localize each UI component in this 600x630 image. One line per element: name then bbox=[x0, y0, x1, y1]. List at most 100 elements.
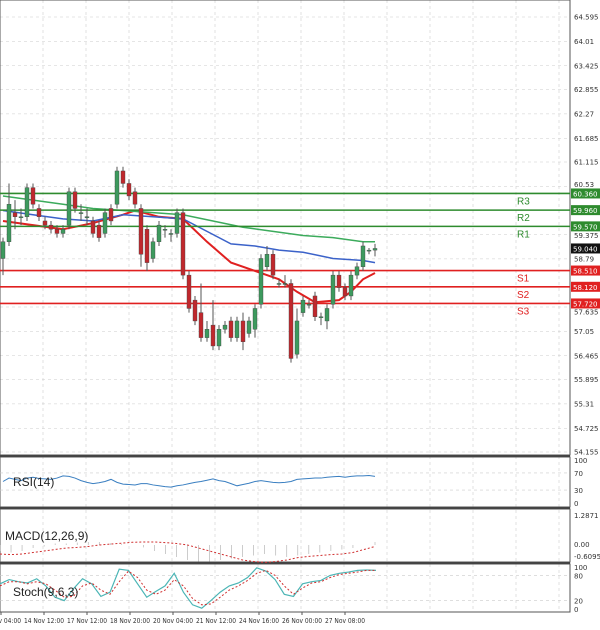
candle-body bbox=[162, 229, 168, 231]
candle-body bbox=[72, 191, 78, 209]
candle-body bbox=[234, 320, 240, 338]
time-label: 18 Nov 20:00 bbox=[110, 617, 150, 625]
macd-tick-label: 1.2871 bbox=[574, 512, 599, 520]
candle-body bbox=[264, 254, 270, 267]
price-tick-label: 62.855 bbox=[574, 86, 599, 94]
candle-body bbox=[342, 287, 348, 297]
rsi-label: RSI(14) bbox=[13, 475, 54, 489]
candle-body bbox=[48, 224, 54, 230]
stoch-tick-label: 80 bbox=[574, 572, 583, 580]
time-label: 27 Nov 08:00 bbox=[325, 617, 365, 625]
candle-body bbox=[228, 320, 234, 338]
pane-border bbox=[0, 563, 571, 613]
time-axis bbox=[0, 613, 600, 630]
candle-body bbox=[354, 266, 360, 276]
candle-body bbox=[360, 245, 366, 267]
candle-body bbox=[66, 191, 72, 226]
candle-body bbox=[144, 229, 150, 263]
price-tick-label: 59.375 bbox=[574, 232, 599, 240]
level-price-badge bbox=[571, 281, 600, 292]
candle-body bbox=[168, 233, 174, 235]
candle-body bbox=[108, 208, 114, 222]
level-price-badge bbox=[571, 205, 600, 216]
time-label: 20 Nov 04:00 bbox=[153, 617, 193, 625]
stoch-tick-label: 100 bbox=[574, 564, 587, 572]
price-tick-label: 54.725 bbox=[574, 425, 599, 433]
candle-body bbox=[78, 212, 84, 214]
price-tick-label: 54.155 bbox=[574, 449, 599, 457]
candle-body bbox=[120, 170, 126, 184]
rsi-tick-label: 0 bbox=[574, 500, 578, 508]
candle-body bbox=[156, 224, 162, 242]
time-label: 14 Nov 12:00 bbox=[24, 617, 64, 625]
level-price-badge bbox=[571, 298, 600, 309]
macd-tick-label: 0.00 bbox=[574, 541, 590, 549]
level-price-label: 59.960 bbox=[573, 207, 598, 215]
stoch-tick-label: 20 bbox=[574, 598, 583, 606]
price-tick-label: 64.595 bbox=[574, 14, 599, 22]
candle-body bbox=[282, 283, 288, 285]
candle-body bbox=[336, 274, 342, 288]
current-price-label: 59.040 bbox=[573, 245, 598, 253]
candle-body bbox=[6, 204, 12, 242]
candle-body bbox=[216, 329, 222, 347]
moving-average-line bbox=[2, 209, 376, 264]
candle-body bbox=[204, 329, 210, 338]
candle-body bbox=[186, 274, 192, 309]
price-tick-label: 56.465 bbox=[574, 352, 599, 360]
price-tick-label: 57.635 bbox=[574, 309, 599, 317]
candle-body bbox=[132, 191, 138, 205]
candle-body bbox=[330, 274, 336, 305]
price-tick-label: 61.685 bbox=[574, 135, 599, 143]
current-price-badge bbox=[571, 243, 600, 254]
price-tick-label: 57.05 bbox=[574, 328, 594, 336]
level-name-s3: S3 bbox=[517, 306, 530, 317]
candle-body bbox=[114, 170, 120, 205]
rsi-tick-label: 70 bbox=[574, 470, 583, 478]
stoch-signal-line bbox=[0, 569, 376, 606]
candle-body bbox=[42, 220, 48, 226]
candle-body bbox=[30, 187, 36, 205]
candle-body bbox=[252, 308, 258, 330]
candle-body bbox=[174, 212, 180, 234]
level-name-r2: R2 bbox=[517, 213, 530, 224]
time-label: 13 Nov 04:00 bbox=[0, 617, 21, 625]
level-name-r3: R3 bbox=[517, 196, 530, 207]
candle-body bbox=[192, 299, 198, 322]
price-tick-label: 55.31 bbox=[574, 400, 594, 408]
candle-body bbox=[90, 220, 96, 234]
candle-body bbox=[96, 224, 102, 238]
price-tick-label: 60.53 bbox=[574, 181, 594, 189]
candle-body bbox=[102, 212, 108, 234]
rsi-line bbox=[2, 474, 376, 488]
candle-body bbox=[288, 283, 294, 359]
rsi-tick-label: 30 bbox=[574, 487, 583, 495]
candle-body bbox=[210, 324, 216, 347]
level-price-badge bbox=[571, 265, 600, 276]
price-tick-label: 55.895 bbox=[574, 376, 599, 384]
candle-body bbox=[222, 324, 228, 330]
time-label: 21 Nov 12:00 bbox=[196, 617, 236, 625]
candle-body bbox=[12, 212, 18, 217]
candle-body bbox=[324, 308, 330, 322]
time-label: 24 Nov 16:00 bbox=[239, 617, 279, 625]
price-tick-label: 63.425 bbox=[574, 62, 599, 70]
candle-body bbox=[18, 216, 24, 218]
level-price-label: 57.720 bbox=[573, 300, 598, 308]
level-name-s2: S2 bbox=[517, 290, 530, 301]
stoch-tick-label: 0 bbox=[574, 606, 578, 614]
price-tick-label: 58.79 bbox=[574, 255, 594, 263]
time-label: 17 Nov 12:00 bbox=[67, 617, 107, 625]
price-tick-label: 61.115 bbox=[574, 159, 599, 167]
price-tick-label: 64.01 bbox=[574, 38, 594, 46]
candle-body bbox=[36, 208, 42, 217]
stoch-label: Stoch(9,6,3) bbox=[13, 585, 78, 599]
candle-body bbox=[276, 283, 282, 285]
rsi-tick-label: 100 bbox=[574, 457, 587, 465]
candle-body bbox=[372, 248, 378, 251]
candle-body bbox=[246, 320, 252, 334]
macd-signal-line bbox=[0, 541, 376, 563]
price-tick-label: 62.27 bbox=[574, 110, 594, 118]
